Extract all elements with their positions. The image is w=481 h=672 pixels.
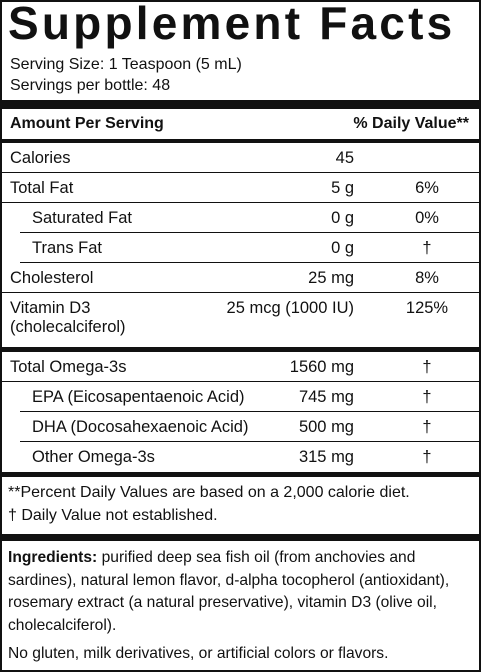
daily-value: 0% [415, 209, 439, 227]
row-rule [20, 232, 479, 233]
amount: 5 g [331, 179, 354, 197]
row-rule [20, 441, 479, 442]
amount: 500 mg [298, 418, 354, 436]
nutrient-name-text: Calories [10, 149, 71, 167]
nutrient-name-text: Cholesterol [10, 269, 94, 287]
nutrient-row: Trans Fat 0 g † [2, 233, 479, 263]
serving-size: Serving Size: 1 Teaspoon (5 mL) [10, 56, 242, 73]
nutrient-name-text: Total Omega-3s [10, 358, 127, 376]
nutrient-row: Vitamin D3 (cholecalciferol) 25 mcg (1000 … [2, 293, 479, 347]
nutrient-name-line2: (cholecalciferol) [10, 318, 126, 336]
daily-value: † [422, 358, 432, 376]
header-dv: % Daily Value** [353, 115, 469, 132]
servings-per-container: Servings per bottle: 48 [10, 77, 171, 94]
thick-rule [2, 472, 479, 477]
footnote: † Daily Value not established. [8, 507, 218, 524]
nutrient-name: Total Fat [10, 179, 73, 198]
nutrient-row: EPA (Eicosapentaenoic Acid) 745 mg † [2, 382, 479, 412]
amount: 1560 mg [289, 358, 354, 376]
thick-rule [2, 534, 479, 541]
nutrient-table: Calories 45 Total Fat 5 g 6% Saturated Fat 0 g… [2, 143, 479, 477]
allergen-note: No gluten, milk derivatives, or artifici… [8, 645, 389, 662]
nutrient-name: Saturated Fat [32, 209, 132, 228]
nutrient-name-text: Trans Fat [32, 239, 102, 257]
nutrient-row: DHA (Docosahexaenoic Acid) 500 mg † [2, 412, 479, 442]
nutrient-name-text: Total Fat [10, 179, 74, 197]
ingredients-text: purified deep sea fish oil (from anchovi… [8, 549, 450, 634]
amount: 25 mg [308, 269, 354, 287]
nutrient-row: Total Omega-3s 1560 mg † [2, 352, 479, 382]
amount: 25 mcg (1000 IU) [226, 299, 354, 317]
ingredients: Ingredients: purified deep sea fish oil … [2, 541, 479, 637]
row-rule [20, 411, 479, 412]
daily-value: 6% [415, 179, 439, 197]
nutrient-name-text: Vitamin D3 [10, 299, 91, 317]
row-rule [2, 202, 479, 203]
daily-value: 8% [415, 269, 439, 287]
nutrient-row: Other Omega-3s 315 mg † [2, 442, 479, 472]
amount: 745 mg [298, 388, 354, 406]
nutrient-row: Cholesterol 25 mg 8% [2, 263, 479, 293]
nutrient-name: Other Omega-3s [32, 448, 155, 467]
row-rule [2, 381, 479, 382]
daily-value: † [422, 418, 432, 436]
daily-value: 125% [405, 299, 449, 317]
title: Supplement Facts [8, 0, 456, 49]
daily-value: † [422, 239, 432, 257]
column-header: Amount Per Serving % Daily Value** [2, 109, 479, 139]
nutrient-name-text: DHA (Docosahexaenoic Acid) [32, 418, 249, 436]
thick-rule [2, 100, 479, 109]
footnote: **Percent Daily Values are based on a 2,… [8, 484, 410, 501]
nutrient-name: Trans Fat [32, 239, 102, 258]
daily-value: † [422, 388, 432, 406]
nutrient-row: Calories 45 [2, 143, 479, 173]
nutrient-name-text: Saturated Fat [32, 209, 132, 227]
nutrient-name: Total Omega-3s [10, 358, 126, 377]
nutrient-name: Cholesterol [10, 269, 93, 288]
nutrient-name-text: EPA (Eicosapentaenoic Acid) [32, 388, 245, 406]
thick-rule [2, 139, 479, 143]
nutrient-row: Saturated Fat 0 g 0% [2, 203, 479, 233]
amount: 315 mg [298, 448, 354, 466]
row-rule [2, 292, 479, 293]
daily-value: † [422, 448, 432, 466]
nutrient-name: Calories [10, 149, 71, 168]
ingredients-label: Ingredients: [8, 549, 98, 566]
thick-rule [2, 347, 479, 352]
amount: 0 g [331, 239, 354, 257]
nutrient-name: DHA (Docosahexaenoic Acid) [32, 418, 248, 437]
nutrient-name: EPA (Eicosapentaenoic Acid) [32, 388, 245, 407]
header-amount: Amount Per Serving [10, 115, 164, 132]
row-rule [2, 172, 479, 173]
row-rule [20, 262, 479, 263]
nutrient-name: Vitamin D3 (cholecalciferol) [10, 299, 126, 337]
nutrient-row: Total Fat 5 g 6% [2, 173, 479, 203]
amount: 0 g [331, 209, 354, 227]
nutrient-name-text: Other Omega-3s [32, 448, 155, 466]
amount: 45 [335, 149, 354, 167]
